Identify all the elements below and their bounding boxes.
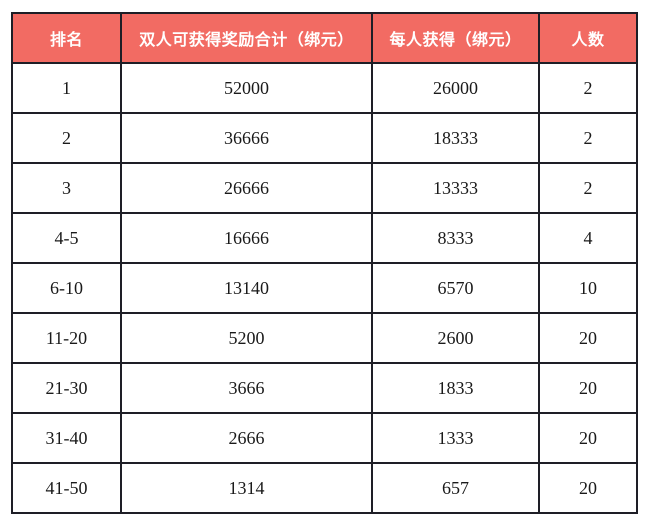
total-reward-cell: 26666 — [120, 162, 373, 214]
reward-table: 排名 双人可获得奖励合计（绑元） 每人获得（绑元） 人数 1 52000 26000 2 2 3… — [11, 12, 638, 514]
table-row: 4-5 16666 8333 4 — [11, 212, 638, 264]
table-row: 1 52000 26000 2 — [11, 62, 638, 114]
column-header: 排名 — [11, 12, 122, 64]
count-cell: 20 — [538, 312, 638, 364]
rank-cell: 4-5 — [11, 212, 122, 264]
count-cell: 2 — [538, 162, 638, 214]
count-cell: 20 — [538, 362, 638, 414]
header-row: 排名 双人可获得奖励合计（绑元） 每人获得（绑元） 人数 — [11, 12, 638, 64]
rank-cell: 21-30 — [11, 362, 122, 414]
count-cell: 4 — [538, 212, 638, 264]
table-row: 21-30 3666 1833 20 — [11, 362, 638, 414]
column-header: 人数 — [538, 12, 638, 64]
rank-cell: 1 — [11, 62, 122, 114]
per-person-cell: 6570 — [371, 262, 540, 314]
rank-cell: 31-40 — [11, 412, 122, 464]
total-reward-cell: 3666 — [120, 362, 373, 414]
table-row: 6-10 13140 6570 10 — [11, 262, 638, 314]
total-reward-cell: 52000 — [120, 62, 373, 114]
table-row: 41-50 1314 657 20 — [11, 462, 638, 514]
count-cell: 10 — [538, 262, 638, 314]
total-reward-cell: 1314 — [120, 462, 373, 514]
total-reward-cell: 2666 — [120, 412, 373, 464]
rank-cell: 2 — [11, 112, 122, 164]
per-person-cell: 1833 — [371, 362, 540, 414]
count-cell: 20 — [538, 412, 638, 464]
total-reward-cell: 16666 — [120, 212, 373, 264]
rank-cell: 11-20 — [11, 312, 122, 364]
count-cell: 2 — [538, 62, 638, 114]
table-row: 2 36666 18333 2 — [11, 112, 638, 164]
rank-cell: 6-10 — [11, 262, 122, 314]
per-person-cell: 8333 — [371, 212, 540, 264]
rank-cell: 41-50 — [11, 462, 122, 514]
table-row: 11-20 5200 2600 20 — [11, 312, 638, 364]
rank-cell: 3 — [11, 162, 122, 214]
count-cell: 2 — [538, 112, 638, 164]
table-row: 3 26666 13333 2 — [11, 162, 638, 214]
per-person-cell: 13333 — [371, 162, 540, 214]
column-header: 每人获得（绑元） — [371, 12, 540, 64]
table-body: 1 52000 26000 2 2 36666 18333 2 3 26666 13333 2 4-5 1… — [11, 62, 638, 514]
per-person-cell: 2600 — [371, 312, 540, 364]
count-cell: 20 — [538, 462, 638, 514]
total-reward-cell: 5200 — [120, 312, 373, 364]
per-person-cell: 18333 — [371, 112, 540, 164]
column-header: 双人可获得奖励合计（绑元） — [120, 12, 373, 64]
per-person-cell: 26000 — [371, 62, 540, 114]
total-reward-cell: 36666 — [120, 112, 373, 164]
per-person-cell: 657 — [371, 462, 540, 514]
total-reward-cell: 13140 — [120, 262, 373, 314]
table-row: 31-40 2666 1333 20 — [11, 412, 638, 464]
per-person-cell: 1333 — [371, 412, 540, 464]
